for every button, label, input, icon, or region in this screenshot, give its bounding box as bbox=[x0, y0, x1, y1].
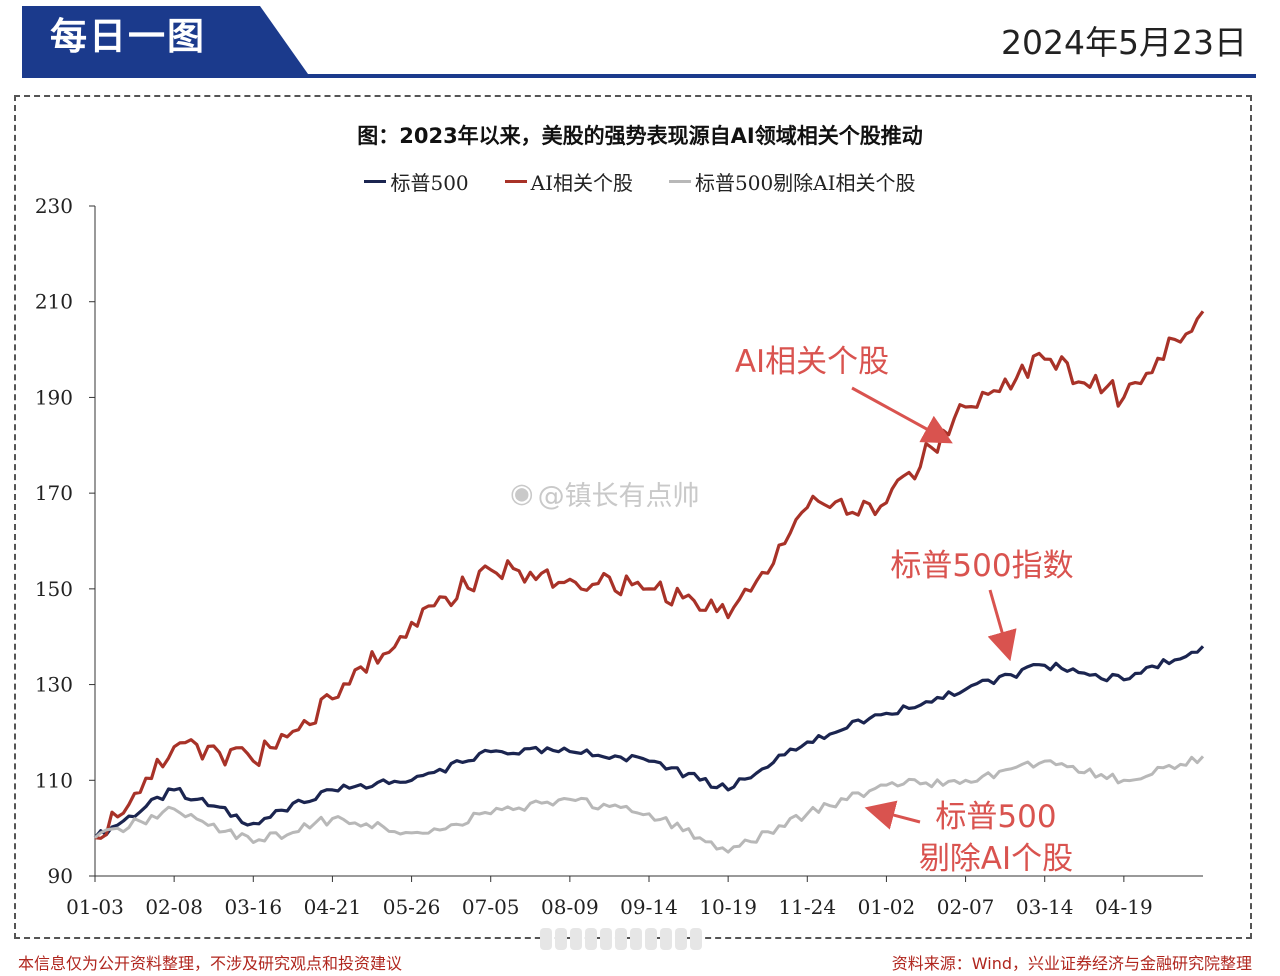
y-tick-label: 170 bbox=[35, 481, 73, 505]
weibo-icon: ◉ bbox=[510, 478, 534, 509]
x-tick-label: 01-03 bbox=[66, 895, 124, 919]
annotation-arrow bbox=[864, 800, 921, 830]
legend-swatch-ai bbox=[504, 180, 527, 183]
y-tick-label: 190 bbox=[35, 385, 73, 409]
header-rule bbox=[22, 74, 1256, 78]
x-tick-label: 05-26 bbox=[383, 895, 441, 919]
page-title: 每日一图 bbox=[50, 15, 206, 58]
x-tick-label: 04-19 bbox=[1095, 895, 1153, 919]
legend-label-sp500: 标普500 bbox=[390, 171, 469, 195]
header-banner bbox=[22, 6, 308, 74]
watermark-text: @镇长有点帅 bbox=[537, 481, 700, 512]
series-line-1 bbox=[94, 310, 1205, 840]
x-tick-label: 03-14 bbox=[1016, 895, 1074, 919]
annotation-label: 标普500 bbox=[935, 799, 1056, 835]
chart-title: 图：2023年以来，美股的强势表现源自AI领域相关个股推动 bbox=[357, 124, 923, 148]
x-tick-label: 08-09 bbox=[541, 895, 599, 919]
legend-label-ex-ai: 标普500剔除AI相关个股 bbox=[695, 171, 916, 195]
y-tick-label: 130 bbox=[35, 673, 73, 697]
series-line-0 bbox=[93, 645, 1205, 839]
legend-item-sp500: 标普500 bbox=[364, 167, 469, 196]
page-dots-icon bbox=[540, 928, 702, 950]
annotation-arrow bbox=[987, 589, 1017, 662]
x-tick-label: 02-07 bbox=[937, 895, 995, 919]
page-date: 2024年5月23日 bbox=[1001, 23, 1247, 62]
legend-swatch-sp500 bbox=[364, 180, 387, 183]
annotation-label: 标普500指数 bbox=[890, 548, 1073, 584]
chart-legend: 标普500 AI相关个股 标普500剔除AI相关个股 bbox=[0, 167, 1280, 196]
annotation-label: AI相关个股 bbox=[735, 344, 889, 380]
footer-source: 资料来源：Wind，兴业证券经济与金融研究院整理 bbox=[891, 954, 1252, 973]
annotation-arrow bbox=[851, 386, 953, 444]
x-tick-label: 02-08 bbox=[145, 895, 203, 919]
x-tick-label: 07-05 bbox=[462, 895, 520, 919]
y-tick-label: 150 bbox=[35, 577, 73, 601]
x-tick-label: 09-14 bbox=[620, 895, 678, 919]
legend-item-ai: AI相关个股 bbox=[504, 167, 633, 196]
y-tick-label: 230 bbox=[35, 194, 73, 218]
x-tick-label: 10-19 bbox=[699, 895, 757, 919]
x-tick-label: 11-24 bbox=[778, 895, 836, 919]
legend-swatch-ex-ai bbox=[669, 180, 691, 183]
y-tick-label: 210 bbox=[35, 290, 73, 314]
x-tick-label: 03-16 bbox=[224, 895, 282, 919]
watermark: ◉ @镇长有点帅 bbox=[510, 474, 700, 513]
legend-item-ex-ai: 标普500剔除AI相关个股 bbox=[669, 167, 916, 196]
annotation-label: 剔除AI个股 bbox=[919, 841, 1073, 877]
y-tick-label: 110 bbox=[35, 768, 73, 792]
series-line-2 bbox=[94, 755, 1205, 854]
legend-label-ai: AI相关个股 bbox=[530, 171, 633, 195]
x-tick-label: 04-21 bbox=[304, 895, 362, 919]
footer-disclaimer: 本信息仅为公开资料整理，不涉及研究观点和投资建议 bbox=[18, 954, 403, 973]
y-tick-label: 90 bbox=[48, 864, 73, 888]
x-tick-label: 01-02 bbox=[858, 895, 916, 919]
